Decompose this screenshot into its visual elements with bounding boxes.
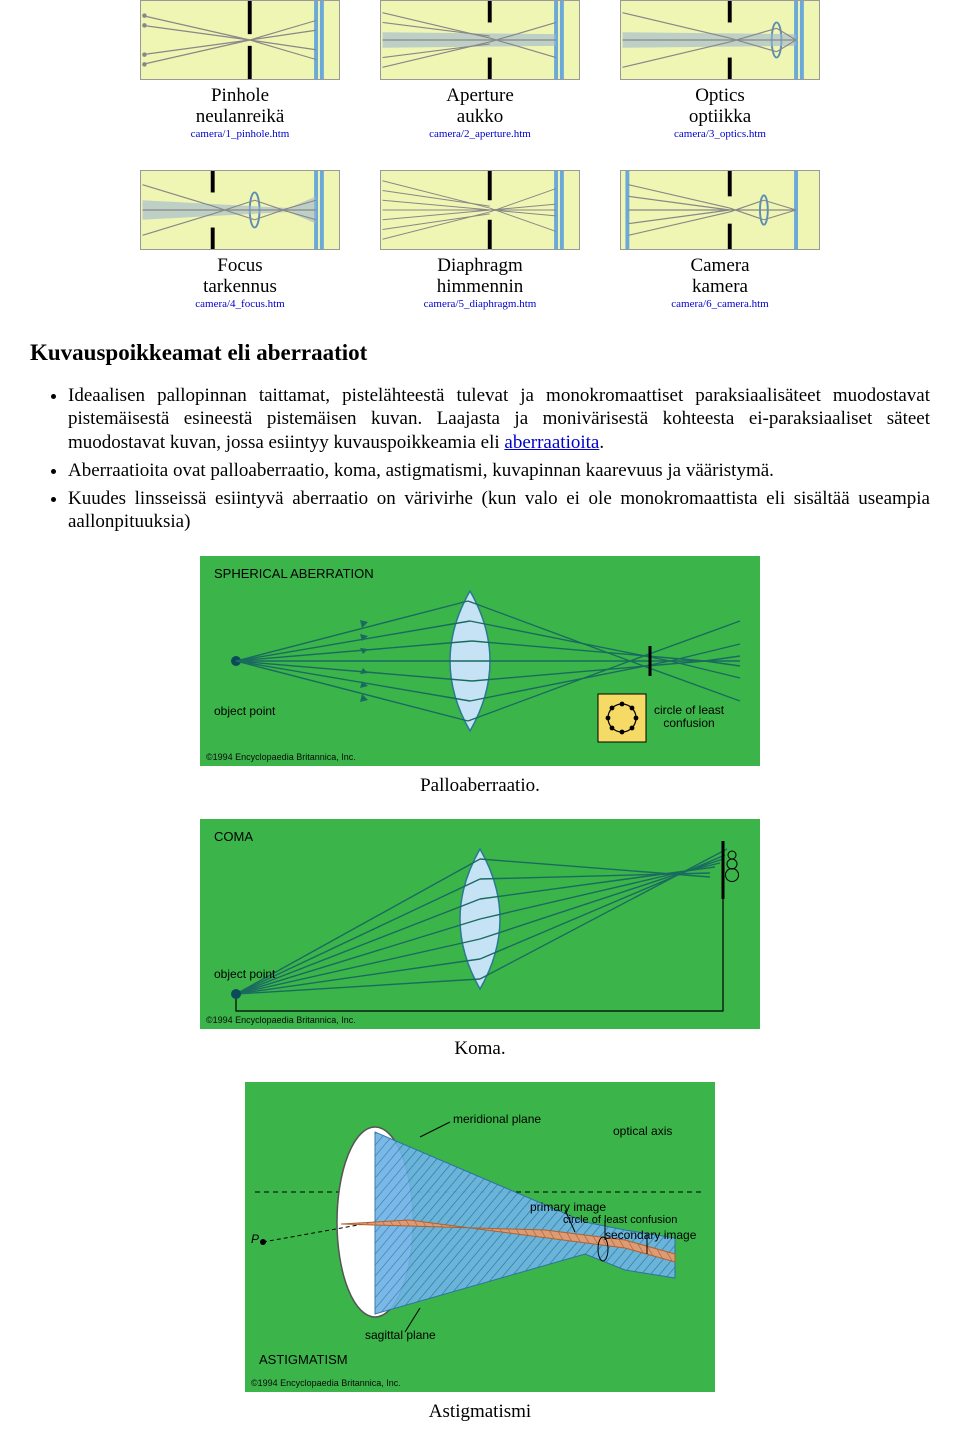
cap-pinhole-1: Pinhole xyxy=(140,86,340,107)
link-camera[interactable]: camera/6_camera.htm xyxy=(620,298,820,310)
aberration-link[interactable]: aberraatioita xyxy=(504,432,599,453)
bullet-3: Kuudes linsseissä esiintyvä aberraatio o… xyxy=(68,487,930,535)
figure-coma: COMA xyxy=(200,819,760,1029)
label-object-point-2: object point xyxy=(214,967,275,981)
thumb-focus xyxy=(140,170,340,250)
caption-fig3: Astigmatismi xyxy=(30,1401,930,1423)
label-secondary: secondary image xyxy=(605,1228,696,1242)
cap-camera-2: kamera xyxy=(620,277,820,298)
caption-row-2: Focus tarkennus camera/4_focus.htm Diaph… xyxy=(30,256,930,310)
cap-aperture-1: Aperture xyxy=(380,86,580,107)
label-object-point: object point xyxy=(214,704,275,718)
caption-fig1: Palloaberraatio. xyxy=(30,775,930,797)
cap-pinhole-2: neulanreikä xyxy=(140,107,340,128)
bullet-list: Ideaalisen pallopinnan taittamat, pistel… xyxy=(30,384,930,535)
figure-astigmatism: meridional plane optical axis primary im… xyxy=(245,1082,715,1392)
cap-diaphragm-2: himmennin xyxy=(380,277,580,298)
svg-text:COMA: COMA xyxy=(214,829,253,844)
thumb-camera xyxy=(620,170,820,250)
thumb-optics xyxy=(620,0,820,80)
thumb-diaphragm xyxy=(380,170,580,250)
svg-text:SPHERICAL ABERRATION: SPHERICAL ABERRATION xyxy=(214,566,374,581)
thumb-aperture xyxy=(380,0,580,80)
label-circ3: circle of least confusion xyxy=(563,1214,677,1226)
cap-focus-2: tarkennus xyxy=(140,277,340,298)
copyright-2: ©1994 Encyclopaedia Britannica, Inc. xyxy=(206,1015,356,1025)
link-pinhole[interactable]: camera/1_pinhole.htm xyxy=(140,128,340,140)
label-primary: primary image xyxy=(530,1200,606,1214)
bullet-2: Aberraatioita ovat palloaberraatio, koma… xyxy=(68,459,930,483)
thumbnail-row-1 xyxy=(30,0,930,80)
label-astigmatism-title: ASTIGMATISM xyxy=(259,1352,348,1367)
bullet-1: Ideaalisen pallopinnan taittamat, pistel… xyxy=(68,384,930,455)
label-circle-confusion: circle of least confusion xyxy=(654,704,724,730)
figure-spherical-aberration: SPHERICAL ABERRATION xyxy=(200,556,760,766)
link-focus[interactable]: camera/4_focus.htm xyxy=(140,298,340,310)
copyright-1: ©1994 Encyclopaedia Britannica, Inc. xyxy=(206,752,356,762)
label-sagittal: sagittal plane xyxy=(365,1328,436,1342)
caption-fig2: Koma. xyxy=(30,1038,930,1060)
label-optical-axis: optical axis xyxy=(613,1124,672,1138)
cap-optics-2: optiikka xyxy=(620,107,820,128)
link-aperture[interactable]: camera/2_aperture.htm xyxy=(380,128,580,140)
cap-focus-1: Focus xyxy=(140,256,340,277)
thumb-pinhole xyxy=(140,0,340,80)
cap-optics-1: Optics xyxy=(620,86,820,107)
link-diaphragm[interactable]: camera/5_diaphragm.htm xyxy=(380,298,580,310)
cap-camera-1: Camera xyxy=(620,256,820,277)
section-heading: Kuvauspoikkeamat eli aberraatiot xyxy=(30,340,930,366)
cap-diaphragm-1: Diaphragm xyxy=(380,256,580,277)
copyright-3: ©1994 Encyclopaedia Britannica, Inc. xyxy=(251,1378,401,1388)
thumbnail-row-2 xyxy=(30,170,930,250)
link-optics[interactable]: camera/3_optics.htm xyxy=(620,128,820,140)
label-P: P xyxy=(251,1232,259,1246)
cap-aperture-2: aukko xyxy=(380,107,580,128)
label-meridional: meridional plane xyxy=(453,1112,541,1126)
caption-row-1: Pinhole neulanreikä camera/1_pinhole.htm… xyxy=(30,86,930,140)
